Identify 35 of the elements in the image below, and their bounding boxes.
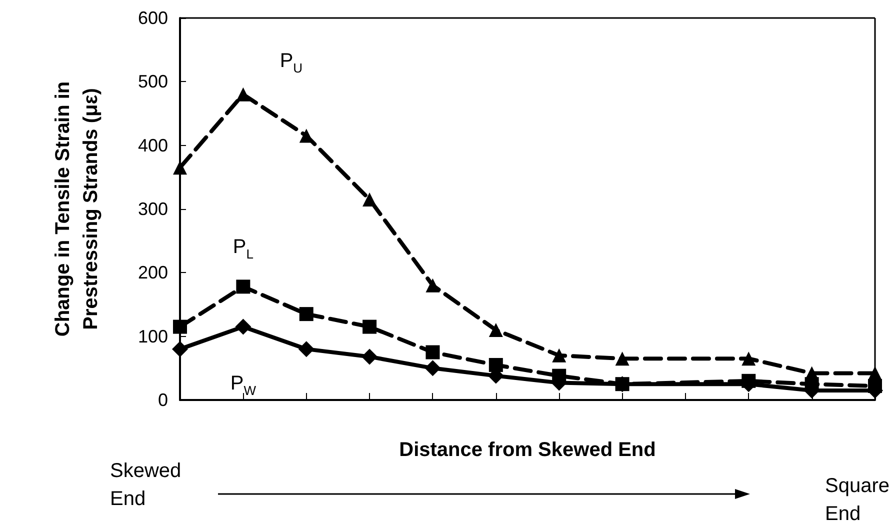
y-tick-label: 100 <box>138 326 168 346</box>
text: Square End <box>825 475 890 525</box>
point <box>742 374 756 388</box>
point <box>236 87 250 102</box>
point <box>424 360 441 376</box>
point <box>235 318 252 335</box>
point <box>362 348 378 365</box>
y-tick-label: 0 <box>158 390 168 410</box>
point <box>552 348 566 362</box>
point <box>299 307 314 322</box>
point <box>298 341 314 358</box>
point <box>426 278 440 292</box>
y-tick-label: 200 <box>138 262 168 283</box>
y-tick-label: 600 <box>138 8 168 28</box>
point <box>742 352 756 366</box>
point <box>488 322 503 337</box>
y-tick-label: 400 <box>138 135 168 156</box>
point <box>173 160 187 175</box>
y-tick-label: 500 <box>138 72 168 92</box>
point <box>868 366 882 380</box>
point <box>173 320 187 334</box>
point <box>426 345 440 360</box>
point <box>362 192 377 206</box>
y-axis-title: Change in Tensile Strain in Prestressing Strands (με) <box>52 81 102 337</box>
point <box>804 366 819 380</box>
point <box>362 320 377 334</box>
point <box>615 352 630 366</box>
point <box>552 368 566 383</box>
text: Skewed End <box>110 460 182 510</box>
point <box>172 341 188 358</box>
x-axis-title: Distance from Skewed End <box>399 439 656 461</box>
point <box>615 377 630 392</box>
point <box>236 280 250 294</box>
y-tick-label: 300 <box>138 199 168 219</box>
point <box>488 358 503 372</box>
